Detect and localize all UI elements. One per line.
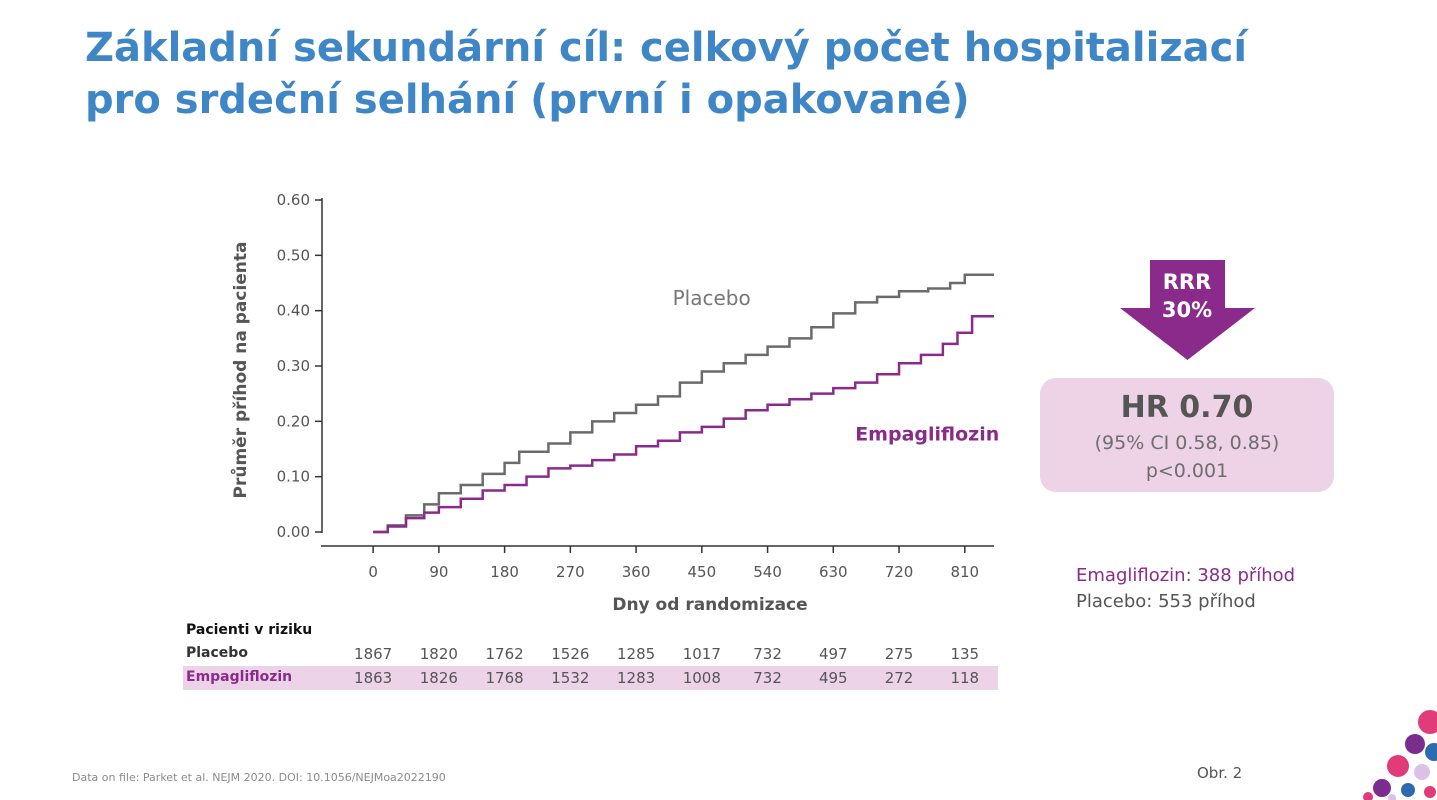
risk-row-label: Placebo (186, 645, 248, 661)
series-line-empagliflozin (373, 314, 994, 534)
risk-cell: 1526 (551, 645, 590, 663)
series-label-empagliflozin: Empagliflozin (855, 424, 999, 446)
y-tick-label: 0.60 (277, 191, 310, 209)
x-tick-label: 720 (885, 563, 914, 581)
risk-cell: 1820 (419, 645, 458, 663)
risk-cell: 732 (753, 645, 782, 663)
risk-table-title: Pacienti v riziku (186, 622, 313, 638)
risk-cell: 1768 (485, 669, 524, 687)
rrr-arrow-icon (1120, 260, 1255, 360)
risk-cell: 272 (884, 669, 914, 687)
chart-axes: 0.00 0.10 0.20 0.30 0.40 0.50 0.60 0 90 180 270 360… (229, 191, 994, 615)
page-title-line2: pro srdeční selhání (první i opakované) (85, 77, 970, 123)
series-line-placebo (373, 273, 994, 534)
rrr-value: 30% (1161, 298, 1213, 322)
brand-dots-logo-icon (1363, 710, 1437, 800)
y-tick-label: 0.20 (277, 412, 310, 430)
risk-cell: 118 (950, 669, 980, 687)
figure-label: Obr. 2 (1197, 764, 1243, 782)
hazard-ratio-box: HR 0.70 (95% CI 0.58, 0.85) p<0.001 (1040, 378, 1334, 492)
x-tick-label: 360 (622, 563, 651, 581)
risk-cell: 495 (818, 669, 848, 687)
page-title-line1: Základní sekundární cíl: celkový počet h… (85, 25, 1248, 71)
confidence-interval: (95% CI 0.58, 0.85) (1094, 432, 1280, 454)
page-title: Základní sekundární cíl: celkový počet h… (85, 22, 1385, 126)
chart-series (373, 273, 994, 534)
x-tick-label: 810 (950, 563, 979, 581)
rrr-label-text: RRR (1162, 270, 1212, 294)
risk-cell: 275 (884, 645, 914, 663)
y-axis-label: Průměr příhod na pacienta (229, 241, 251, 498)
risk-cell: 1826 (419, 669, 458, 687)
risk-cell: 1285 (616, 645, 656, 663)
x-tick-label: 90 (429, 563, 448, 581)
x-tick-label: 180 (490, 563, 519, 581)
hazard-ratio: HR 0.70 (1120, 390, 1254, 425)
risk-cell: 497 (818, 645, 848, 663)
risk-cell: 1863 (354, 669, 393, 687)
source-footnote: Data on file: Parket et al. NEJM 2020. D… (72, 771, 446, 784)
x-axis-label: Dny od randomizace (612, 595, 807, 615)
risk-cell: 1762 (485, 645, 524, 663)
risk-cell: 1283 (616, 669, 656, 687)
x-tick-label: 630 (819, 563, 848, 581)
y-tick-label: 0.40 (277, 302, 310, 320)
risk-row-label: Empagliflozin (186, 669, 293, 685)
risk-cell: 1017 (682, 645, 721, 663)
y-tick-label: 0.50 (277, 246, 310, 264)
risk-cell: 1532 (551, 669, 590, 687)
risk-cell: 732 (753, 669, 782, 687)
x-tick-label: 0 (368, 563, 378, 581)
x-tick-label: 270 (556, 563, 585, 581)
p-value: p<0.001 (1145, 460, 1229, 482)
risk-cell: 135 (950, 645, 980, 663)
risk-row-placebo: Placebo 1867 1820 1762 1526 1285 1017 732 497 27… (183, 642, 998, 666)
rrr-label: RRR 30% (1150, 268, 1224, 324)
events-empagliflozin: Emagliflozin: 388 příhod (1076, 565, 1296, 586)
risk-cell: 1008 (682, 669, 721, 687)
series-label-placebo: Placebo (673, 286, 751, 310)
risk-cell: 1867 (354, 645, 393, 663)
y-tick-label: 0.10 (277, 468, 310, 486)
y-tick-label: 0.30 (277, 357, 310, 375)
x-tick-label: 540 (753, 563, 782, 581)
x-tick-label: 450 (688, 563, 717, 581)
risk-row-empagliflozin: Empagliflozin 1863 1826 1768 1532 1283 1008 73… (183, 666, 998, 690)
chart-annotations: Placebo Empagliflozin (673, 286, 1000, 446)
y-tick-label: 0.00 (277, 523, 310, 541)
events-placebo: Placebo: 553 příhod (1076, 591, 1256, 612)
